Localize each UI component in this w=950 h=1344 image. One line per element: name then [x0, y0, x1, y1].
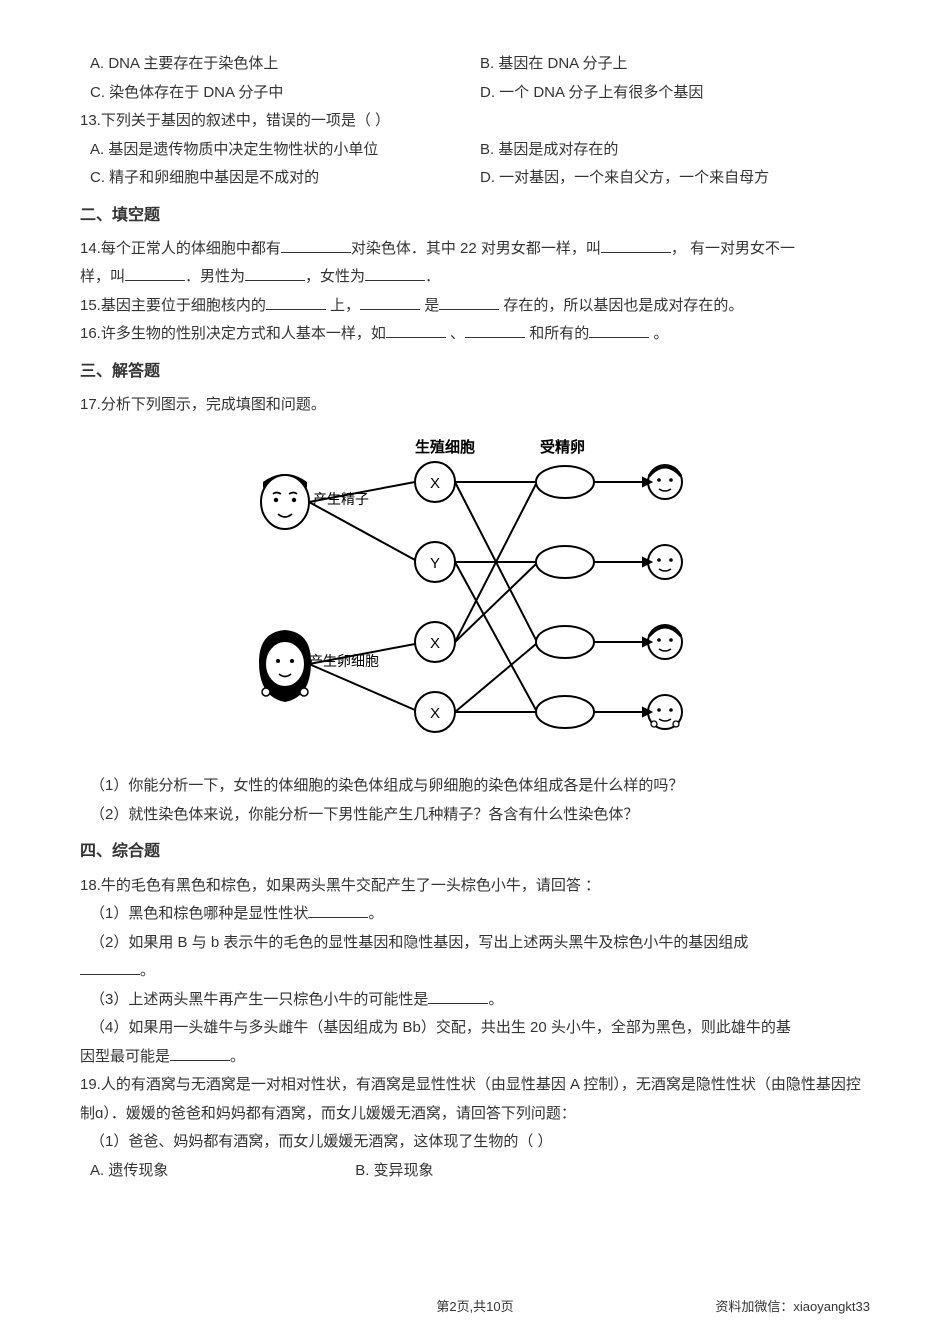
q19-opt-b: B. 变异现象 — [355, 1157, 667, 1186]
q18-s2-line2: 。 — [80, 957, 870, 986]
q14-blank-1[interactable] — [281, 237, 351, 253]
section-4-title: 四、综合题 — [80, 837, 870, 867]
q18-s4-line1: （4）如果用一头雄牛与多头雌牛（基因组成为 Bb）交配，共出生 20 头小牛，全… — [80, 1014, 870, 1043]
q18-s2-blank[interactable] — [80, 959, 140, 975]
q14-p2: 对染色体．其中 22 对男女都一样，叫 — [351, 240, 601, 257]
q13-stem: 13.下列关于基因的叙述中，错误的一项是（ ） — [80, 107, 870, 136]
q18-s1-blank[interactable] — [308, 902, 368, 918]
q15-p2: 上， — [326, 297, 360, 314]
q14-p6: ，女性为 — [305, 268, 365, 285]
q16: 16.许多生物的性别决定方式和人基本一样，如 、 和所有的 。 — [80, 320, 870, 349]
q14-blank-4[interactable] — [245, 265, 305, 281]
q13-opt-c: C. 精子和卵细胞中基因是不成对的 — [90, 164, 480, 193]
germ-4-label: X — [430, 705, 440, 722]
q18-s2-line1: （2）如果用 B 与 b 表示牛的毛色的显性基因和隐性基因，写出上述两头黑牛及棕… — [80, 929, 870, 958]
q16-blank-3[interactable] — [589, 322, 649, 338]
q13-opt-b: B. 基因是成对存在的 — [480, 136, 870, 165]
q15-blank-3[interactable] — [439, 294, 499, 310]
label-germ: 生殖细胞 — [415, 438, 475, 456]
zygote-4 — [536, 696, 594, 728]
q13-opt-a: A. 基因是遗传物质中决定生物性状的小单位 — [90, 136, 480, 165]
q18-stem: 18.牛的毛色有黑色和棕色，如果两头黑牛交配产生了一头棕色小牛，请回答 ： — [80, 872, 870, 901]
zygote-2 — [536, 546, 594, 578]
q16-p3: 和所有的 — [525, 325, 589, 342]
q15-p1: 15.基因主要位于细胞核内的 — [80, 297, 266, 314]
q19-stem: 19.人的有酒窝与无酒窝是一对相对性状，有酒窝是显性性状（由显性基因 A 控制）… — [80, 1071, 870, 1128]
zygote-3 — [536, 626, 594, 658]
footer-contact: 资料加微信：xiaoyangkt33 — [670, 1295, 870, 1320]
q16-p2: 、 — [446, 325, 465, 342]
q12-opt-c: C. 染色体存在于 DNA 分子中 — [90, 79, 480, 108]
male-head-icon — [261, 474, 309, 529]
q15-p4: 存在的，所以基因也是成对存在的。 — [499, 297, 743, 314]
q18-s3: （3）上述两头黑牛再产生一只棕色小牛的可能性是 。 — [80, 986, 870, 1015]
page-number: 第2页,共10页 — [280, 1295, 670, 1320]
q18-s4-line2: 因型最可能是 。 — [80, 1043, 870, 1072]
q18-s3a: （3）上述两头黑牛再产生一只棕色小牛的可能性是 — [90, 991, 428, 1008]
section-2-title: 二、填空题 — [80, 201, 870, 231]
germ-3-label: X — [430, 635, 440, 652]
q14-p5: ．男性为 — [185, 268, 245, 285]
q17-diagram: 生殖细胞 受精卵 产生精子 产生卵细胞 X Y X X — [80, 432, 870, 763]
q12-opt-d: D. 一个 DNA 分子上有很多个基因 — [480, 79, 870, 108]
q18-s3-blank[interactable] — [428, 988, 488, 1004]
q12-options: A. DNA 主要存在于染色体上 B. 基因在 DNA 分子上 C. 染色体存在… — [80, 50, 870, 107]
q16-p4: 。 — [649, 325, 668, 342]
label-zygote: 受精卵 — [540, 438, 585, 456]
q15: 15.基因主要位于细胞核内的 上， 是 存在的，所以基因也是成对存在的。 — [80, 292, 870, 321]
q16-blank-2[interactable] — [465, 322, 525, 338]
page-footer: 第2页,共10页 资料加微信：xiaoyangkt33 — [80, 1295, 870, 1320]
q18-s2b: 。 — [140, 962, 155, 979]
q18-s3b: 。 — [488, 991, 503, 1008]
q14-p4: 样，叫 — [80, 268, 125, 285]
q12-opt-b: B. 基因在 DNA 分子上 — [480, 50, 870, 79]
q19-s1: （1）爸爸、妈妈都有酒窝，而女儿媛媛无酒窝，这体现了生物的（ ） — [80, 1128, 870, 1157]
q18-s4c: 。 — [230, 1048, 245, 1065]
q18-s4b: 因型最可能是 — [80, 1048, 170, 1065]
q13-opt-d: D. 一对基因，一个来自父方，一个来自母方 — [480, 164, 870, 193]
q19-opt-a: A. 遗传现象 — [90, 1157, 355, 1186]
q14: 14.每个正常人的体细胞中都有 对染色体．其中 22 对男女都一样，叫 ， 有一对男… — [80, 235, 870, 264]
q15-blank-1[interactable] — [266, 294, 326, 310]
q14-blank-3[interactable] — [125, 265, 185, 281]
q14-blank-2[interactable] — [601, 237, 671, 253]
q14-line2: 样，叫 ．男性为 ，女性为 ． — [80, 263, 870, 292]
q12-opt-a: A. DNA 主要存在于染色体上 — [90, 50, 480, 79]
q17-sub1: （1）你能分析一下，女性的体细胞的染色体组成与卵细胞的染色体组成各是什么样的吗？ — [80, 772, 870, 801]
q15-p3: 是 — [420, 297, 439, 314]
q14-p1: 14.每个正常人的体细胞中都有 — [80, 240, 281, 257]
q14-blank-5[interactable] — [365, 265, 425, 281]
q17-sub2: （2）就性染色体来说，你能分析一下男性能产生几种精子？各含有什么性染色体？ — [80, 801, 870, 830]
q18-s1a: （1）黑色和棕色哪种是显性性状 — [90, 905, 308, 922]
female-head-icon — [259, 630, 311, 702]
q18-s1b: 。 — [368, 905, 383, 922]
q16-blank-1[interactable] — [386, 322, 446, 338]
q18-s1: （1）黑色和棕色哪种是显性性状 。 — [80, 900, 870, 929]
q18-s4-blank[interactable] — [170, 1045, 230, 1061]
q16-p1: 16.许多生物的性别决定方式和人基本一样，如 — [80, 325, 386, 342]
q15-blank-2[interactable] — [360, 294, 420, 310]
section-3-title: 三、解答题 — [80, 357, 870, 387]
zygote-1 — [536, 466, 594, 498]
germ-2-label: Y — [430, 555, 440, 572]
q13-options: A. 基因是遗传物质中决定生物性状的小单位 B. 基因是成对存在的 C. 精子和… — [80, 136, 870, 193]
q17-stem: 17.分析下列图示，完成填图和问题。 — [80, 391, 870, 420]
q19-options: A. 遗传现象 B. 变异现象 — [80, 1157, 870, 1186]
q14-p7: ． — [425, 268, 440, 285]
label-egg: 产生卵细胞 — [309, 653, 379, 669]
q14-p3: ， 有一对男女不一 — [671, 240, 795, 257]
germ-1-label: X — [430, 475, 440, 492]
